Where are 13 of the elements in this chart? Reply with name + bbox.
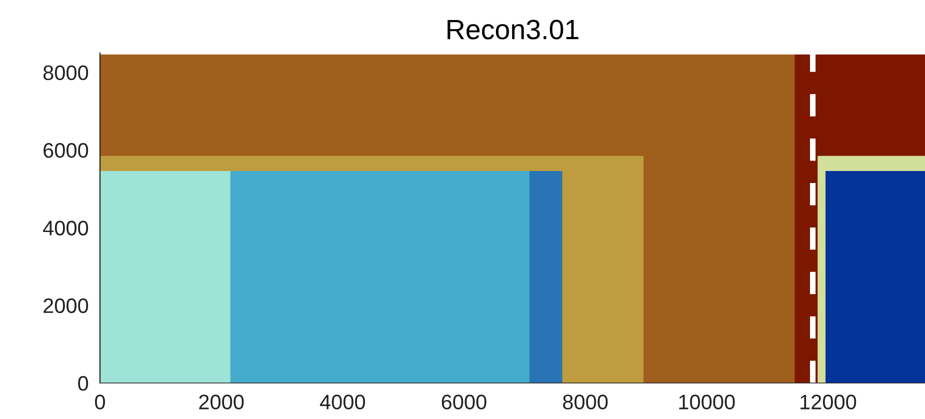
x-tick-label: 4000 — [320, 394, 366, 410]
x-tick-label: 8000 — [563, 394, 608, 410]
y-tick-label: 2000 — [44, 298, 88, 314]
y-tick-label: 8000 — [43, 65, 88, 80]
x-tick-label: 12000 — [800, 394, 856, 410]
chart-title: Recon3.01 — [448, 20, 578, 40]
y-tick-label: 0 — [78, 376, 88, 391]
y-tick-label: 4000 — [43, 220, 88, 236]
x-tick-label: 2000 — [199, 394, 244, 410]
x-tick-label: 0 — [95, 394, 105, 410]
x-tick-label: 10000 — [679, 394, 735, 410]
x-tick-label: 6000 — [442, 394, 486, 410]
y-tick-label: 6000 — [44, 143, 88, 158]
